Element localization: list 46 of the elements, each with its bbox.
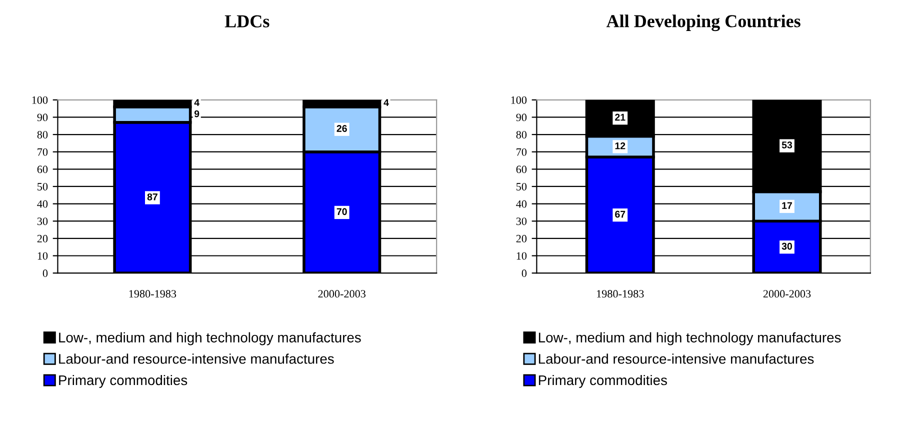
y-tick-label: 100 <box>511 96 527 104</box>
y-tick-label: 100 <box>32 96 48 104</box>
y-tick-label: 30 <box>37 218 48 226</box>
legend-label: Primary commodities <box>59 374 188 388</box>
data-label: 21 <box>615 114 626 121</box>
y-tick-label: 30 <box>516 218 527 226</box>
y-tick-label: 60 <box>516 166 527 174</box>
data-label: 17 <box>782 202 792 209</box>
y-tick-label: 60 <box>37 166 48 174</box>
legend-label: Labour-and resource-intensive manufactures <box>538 354 814 364</box>
data-label: 4 <box>194 99 200 106</box>
legend-label: Low-, medium and high technology manufactures <box>538 332 841 346</box>
data-label: 67 <box>615 210 626 218</box>
y-tick-label: 90 <box>37 114 48 122</box>
y-tick-label: 0 <box>522 270 527 278</box>
y-tick-label: 10 <box>516 252 527 260</box>
data-label: 53 <box>782 142 792 148</box>
y-tick-label: 10 <box>38 252 48 260</box>
chart-title: All Developing Countries <box>606 14 800 32</box>
data-label: 9 <box>194 110 200 118</box>
y-tick-label: 20 <box>37 234 48 242</box>
y-tick-label: 40 <box>37 200 48 208</box>
legend-label: Primary commodities <box>538 374 667 388</box>
y-tick-label: 20 <box>516 234 527 242</box>
y-tick-label: 40 <box>516 200 527 208</box>
data-label: 87 <box>147 193 158 200</box>
y-tick-label: 80 <box>37 131 48 138</box>
chart-title: LDCs <box>224 15 270 28</box>
legend-label: Labour-and resource-intensive manufactures <box>59 354 334 364</box>
data-label: 30 <box>782 242 792 250</box>
data-label: 70 <box>336 208 347 216</box>
x-tick-label: 2000-2003 <box>763 290 811 298</box>
y-tick-label: 80 <box>516 131 527 138</box>
legend-label: Low-, medium and high technology manufactures <box>59 332 361 346</box>
y-tick-label: 0 <box>42 270 48 278</box>
x-tick-label: 1980-1983 <box>129 290 176 298</box>
x-tick-label: 1980-1983 <box>597 290 644 298</box>
data-label: 4 <box>384 99 389 106</box>
y-tick-label: 70 <box>516 148 527 156</box>
y-tick-label: 90 <box>516 114 527 122</box>
y-tick-label: 50 <box>38 182 48 190</box>
y-tick-label: 50 <box>516 182 527 190</box>
data-label: 26 <box>336 125 347 132</box>
y-tick-label: 70 <box>38 148 48 156</box>
x-tick-label: 2000-2003 <box>318 290 366 298</box>
data-label: 12 <box>615 142 626 150</box>
